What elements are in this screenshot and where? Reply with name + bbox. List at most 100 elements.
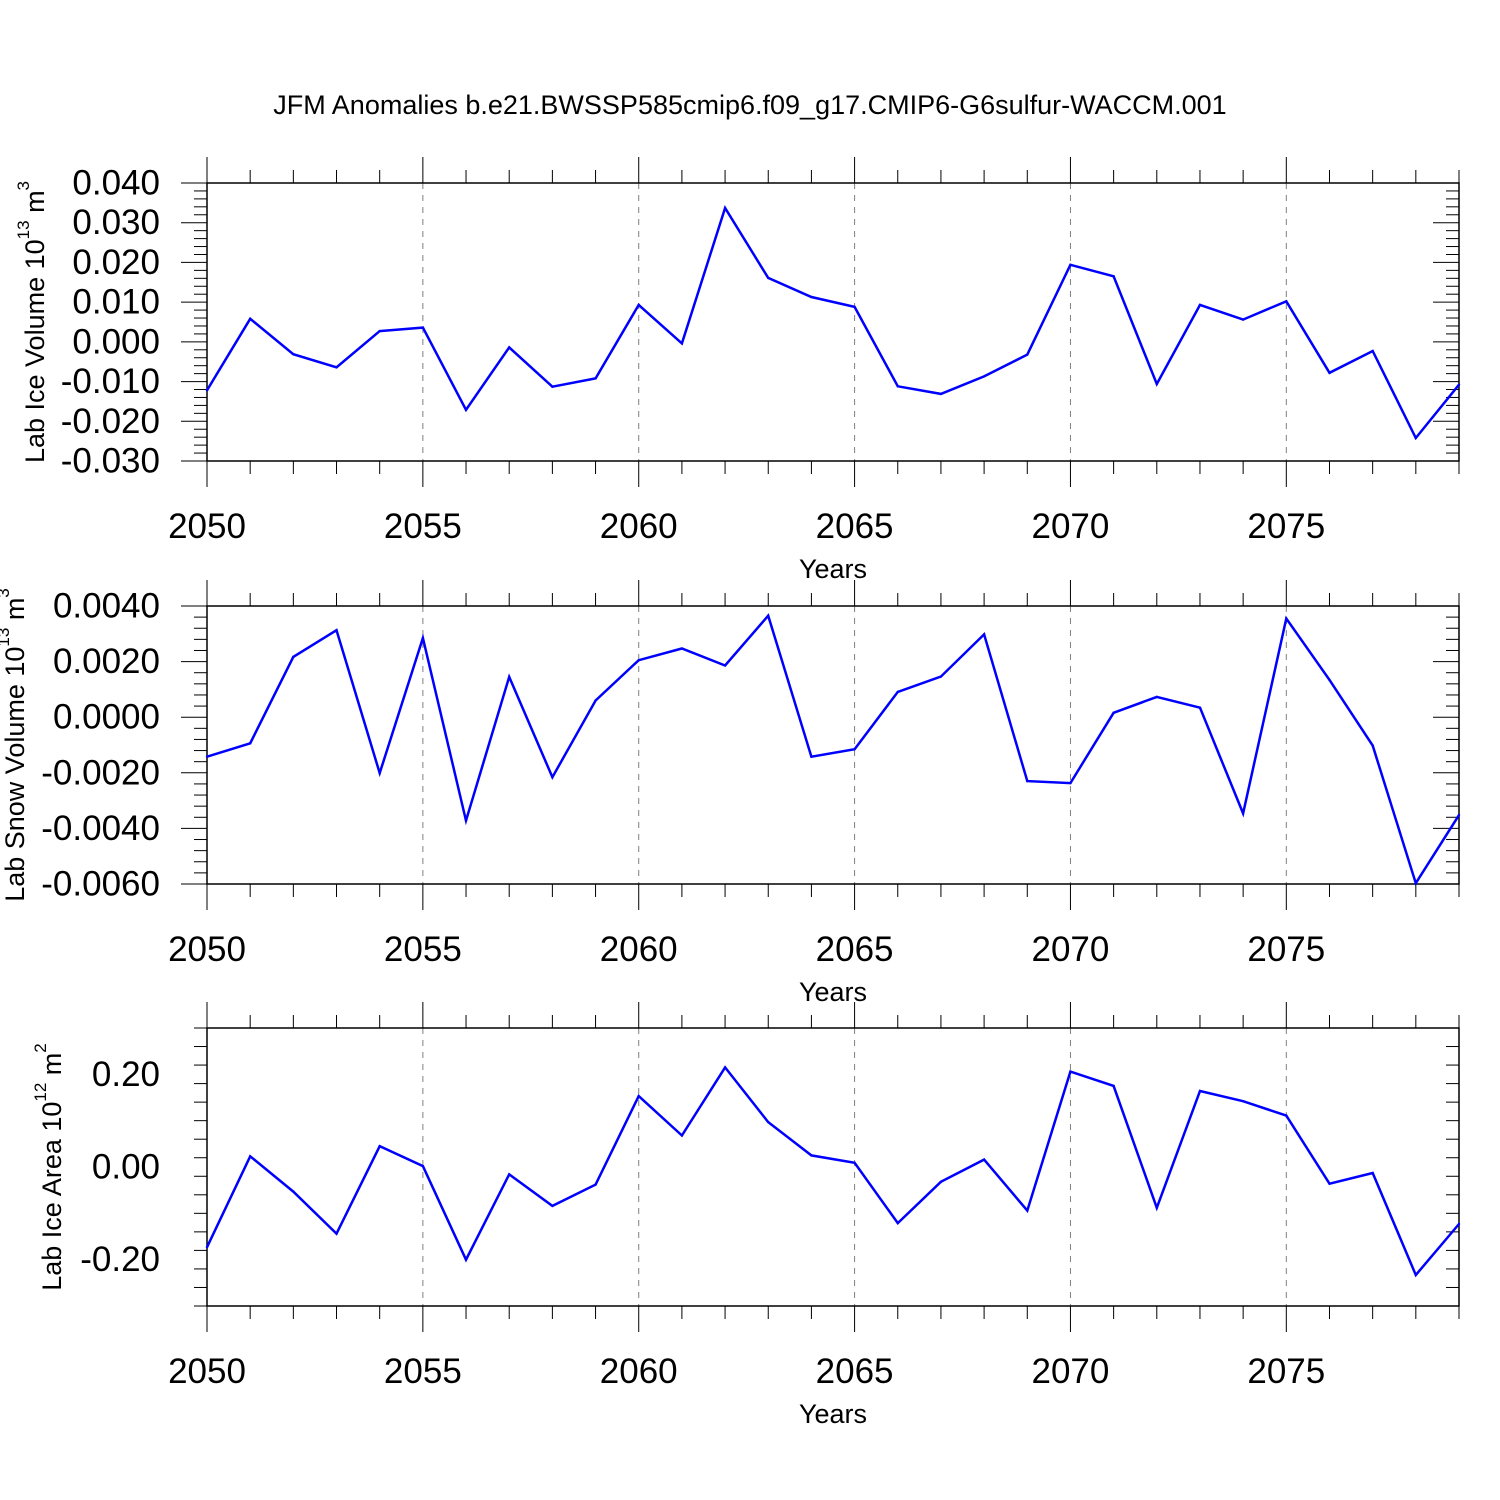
data-point [1026,1209,1029,1212]
y-tick-label: 0.030 [72,203,160,242]
data-point [1457,813,1461,817]
y-axis-title-superscript: 13 [14,220,33,239]
data-point [508,346,511,349]
data-point [1457,383,1461,386]
data-point [1414,1273,1418,1277]
y-tick-label: 0.00 [92,1148,160,1187]
data-point [1328,371,1331,375]
x-tick-label: 2050 [168,1352,246,1391]
data-point [1285,617,1288,620]
y-axis-title-text: m [20,190,50,220]
data-point [594,699,597,702]
y-tick-label: 0.020 [72,243,160,282]
x-tick-label: 2050 [168,930,246,969]
x-tick-label: 2055 [384,930,462,969]
y-axis-title-superscript: 2 [31,1043,50,1052]
data-point [248,742,252,745]
data-point [853,747,856,751]
data-point [810,755,813,758]
data-point [1285,300,1288,303]
data-point [1112,711,1115,714]
data-point [1069,263,1072,267]
data-point [1198,706,1202,709]
y-tick-label: 0.0020 [53,642,160,681]
data-point [637,1094,640,1098]
data-point [1198,1089,1202,1093]
y-axis-title: Lab Ice Volume 1013 m3 [14,181,51,463]
data-point [1198,303,1202,307]
panel-1: -0.030-0.020-0.0100.0000.0100.0200.0300.… [14,157,1461,584]
series-line [205,205,1460,441]
data-point [551,385,554,388]
x-axis-title: Years [799,554,867,584]
data-point [896,1221,899,1225]
data-point [723,664,727,667]
data-point [1328,678,1331,682]
data-point [1155,1206,1158,1209]
x-tick-label: 2055 [384,1352,462,1391]
data-point [292,352,295,356]
data-point [1112,275,1115,278]
x-tick-label: 2075 [1247,930,1325,969]
data-point [723,1066,727,1069]
data-point [1241,812,1245,815]
data-point [1457,1222,1461,1226]
y-axis-title-superscript: 12 [31,1083,50,1102]
data-point [205,1245,209,1249]
y-axis-title-text: Lab Ice Area 10 [37,1102,67,1291]
data-point [378,1144,381,1148]
data-point [680,1134,684,1137]
data-point [1155,382,1158,386]
data-point [205,389,209,392]
plot-frame [206,605,1460,885]
x-tick-label: 2060 [600,930,678,969]
y-axis-title-superscript: 3 [14,181,33,190]
data-point [982,375,986,378]
y-axis-title: Lab Snow Volume 1013 m3 [0,588,30,902]
data-point [335,366,338,369]
data-point [1371,1171,1374,1175]
x-tick-label: 2075 [1247,507,1325,546]
x-tick-label: 2070 [1032,1352,1110,1391]
data-point [982,633,986,636]
y-tick-label: -0.030 [61,442,160,481]
y-axis-title-superscript: 13 [0,628,13,647]
data-point [1155,695,1158,699]
data-point [1371,744,1374,747]
data-point [767,1120,770,1124]
series-line [205,1065,1460,1278]
data-point [335,628,338,632]
data-point [1069,781,1072,785]
data-point [1414,881,1418,885]
data-point [508,675,511,679]
y-axis-title: Lab Ice Area 1012 m2 [31,1043,68,1291]
data-point [464,1258,468,1261]
data-point [939,1180,943,1184]
data-point [680,647,684,650]
y-tick-label: 0.20 [92,1055,160,1094]
data-point [723,206,727,210]
data-point [853,1161,856,1165]
data-point [896,385,899,388]
x-axis-title: Years [799,977,867,1007]
data-point [1112,1084,1115,1088]
panel-2: -0.0060 -0.0040 -0.0020 0.0000 0.0020 0.0040 2… [0,580,1461,1007]
x-tick-label: 2060 [600,507,678,546]
data-point [1026,779,1029,783]
data-point [939,392,943,396]
data-point [767,614,770,617]
y-tick-label: -0.020 [61,402,160,441]
x-tick-label: 2065 [816,507,894,546]
data-point [594,1183,597,1186]
data-point [767,276,770,280]
data-point [1069,1070,1072,1073]
x-tick-label: 2075 [1247,1352,1325,1391]
y-tick-label: -0.0060 [41,865,160,904]
x-tick-label: 2065 [816,930,894,969]
y-tick-label: -0.20 [80,1240,160,1279]
y-axis-title-superscript: 3 [0,588,13,597]
data-point [1241,318,1245,321]
panel-3: -0.20 0.00 0.20 2050 2055 2060 2065 2070 2075 Yea… [31,1002,1461,1429]
data-point [464,819,468,822]
